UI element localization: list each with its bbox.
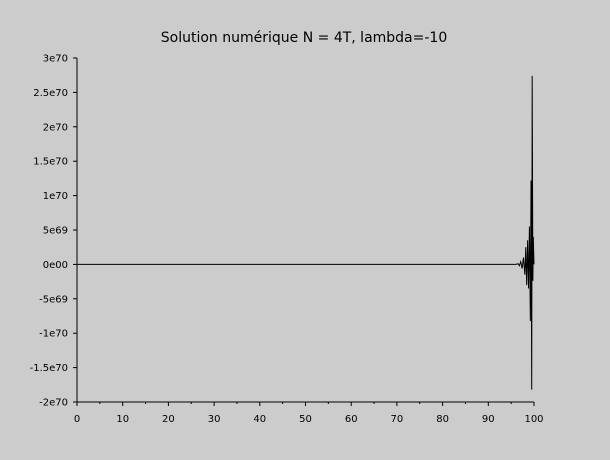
x-tick-label: 50 [299, 414, 312, 425]
series-layer [77, 75, 535, 390]
y-tick-label: 0e00 [43, 260, 68, 271]
y-tick-label: -1.5e70 [30, 363, 68, 374]
y-tick-label: -5e69 [39, 294, 68, 305]
x-tick-label: 90 [482, 414, 495, 425]
series-line [77, 75, 535, 390]
y-tick-label: 2e70 [43, 122, 68, 133]
y-tick-label: 2.5e70 [33, 88, 68, 99]
x-tick-label: 60 [345, 414, 358, 425]
y-tick-label: -2e70 [39, 398, 68, 409]
x-tick-label: 10 [116, 414, 129, 425]
x-tick-label: 40 [253, 414, 266, 425]
axes [76, 58, 534, 403]
chart-title: Solution numérique N = 4T, lambda=-10 [161, 30, 447, 46]
x-tick-label: 30 [208, 414, 221, 425]
y-tick-label: 5e69 [43, 226, 68, 237]
x-tick-label: 20 [162, 414, 175, 425]
x-tick-label: 80 [436, 414, 449, 425]
x-axis-ticks: 0 10 20 30 40 50 60 70 80 90 100 [74, 402, 544, 425]
y-tick-label: -1e70 [39, 329, 68, 340]
x-tick-label: 70 [391, 414, 404, 425]
y-tick-label: 3e70 [43, 54, 68, 65]
y-tick-label: 1e70 [43, 191, 68, 202]
y-tick-label: 1.5e70 [33, 157, 68, 168]
x-tick-label: 0 [74, 414, 80, 425]
x-tick-label: 100 [524, 414, 543, 425]
y-axis-ticks: 3e70 2.5e70 2e70 1.5e70 1e70 5e69 0e00 -5e69 -1e… [30, 54, 77, 409]
